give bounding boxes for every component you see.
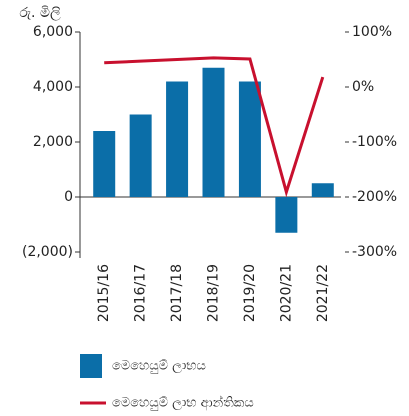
y-tick-label: 0 <box>64 189 73 205</box>
bar <box>311 183 334 197</box>
bar <box>275 197 298 233</box>
y2-tick-label: 100% <box>352 24 392 40</box>
y2-tick-label: -300% <box>352 244 397 260</box>
bar <box>129 114 152 197</box>
x-tick-label: 2016/17 <box>133 264 149 322</box>
y-axis-label: රු. මිලි <box>19 5 61 21</box>
y2-tick-label: -200% <box>352 189 397 205</box>
bar <box>93 131 116 197</box>
legend-label: මෙහෙයුම් ලාභය <box>112 359 206 374</box>
legend-label: මෙහෙයුම් ලාභ ආන්තිකය <box>112 394 254 410</box>
y-tick-label: 6,000 <box>33 24 73 40</box>
x-tick-label: 2017/18 <box>169 264 185 322</box>
x-tick-label: 2021/22 <box>315 264 331 322</box>
legend-swatch <box>80 354 102 378</box>
y-tick-label: 4,000 <box>33 79 73 95</box>
y-tick-label: (2,000) <box>22 244 73 260</box>
y2-tick-label: 0% <box>352 79 374 95</box>
y-tick-label: 2,000 <box>33 134 73 150</box>
x-tick-label: 2018/19 <box>206 264 222 322</box>
x-tick-label: 2019/20 <box>242 264 258 322</box>
y2-tick-label: -100% <box>352 134 397 150</box>
bar <box>166 81 189 197</box>
line <box>104 56 325 198</box>
x-tick-label: 2015/16 <box>96 264 112 322</box>
bar <box>238 81 261 197</box>
bar <box>202 67 225 197</box>
x-tick-label: 2020/21 <box>278 264 294 322</box>
